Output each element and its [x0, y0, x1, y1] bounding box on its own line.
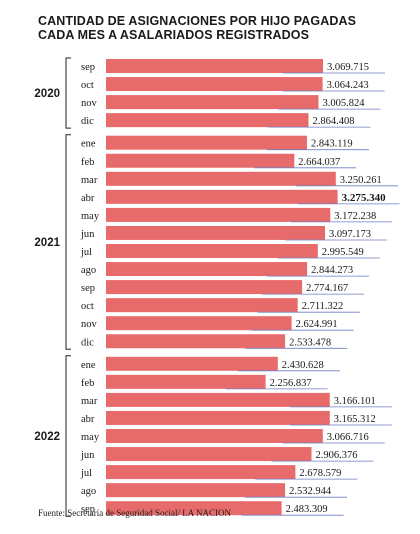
bar-2021-sep	[106, 280, 303, 295]
value-label-2020-oct: 3.064.243	[327, 80, 369, 91]
value-label-2022-ene: 2.430.628	[282, 360, 324, 371]
value-label-2021-ene: 2.843.119	[311, 139, 353, 150]
month-label-2022-feb: feb	[81, 378, 94, 389]
month-label-2021-jun: jun	[80, 229, 95, 240]
bar-2021-jun	[106, 225, 325, 240]
bar-2022-sep	[106, 501, 282, 516]
value-label-2021-sep: 2.774.167	[306, 283, 348, 294]
value-label-2020-nov: 3.005.824	[323, 98, 366, 109]
value-label-2021-dic: 2.533.478	[289, 337, 331, 348]
bar-2021-abr	[106, 189, 338, 204]
month-label-2020-dic: dic	[81, 116, 94, 127]
year-label-2022: 2022	[34, 431, 60, 443]
month-label-2021-ago: ago	[81, 265, 96, 276]
month-label-2021-may: may	[81, 211, 100, 222]
month-label-2020-nov: nov	[81, 98, 98, 109]
value-label-2020-sep: 3.069.715	[327, 62, 369, 73]
bar-2022-abr	[106, 410, 330, 425]
bar-2022-feb	[106, 374, 266, 389]
value-label-2021-may: 3.172.238	[334, 211, 376, 222]
source-note: Fuente: Secretaría de Seguridad Social/ …	[38, 508, 231, 518]
year-label-2020: 2020	[34, 88, 60, 100]
month-label-2020-sep: sep	[81, 62, 95, 73]
chart-title-line-1: CANTIDAD DE ASIGNACIONES POR HIJO PAGADA…	[38, 14, 357, 28]
bar-2022-ene	[106, 356, 278, 371]
value-label-2021-jun: 3.097.173	[329, 229, 371, 240]
value-label-2022-abr: 3.165.312	[334, 414, 376, 425]
value-label-2022-jun: 2.906.376	[316, 450, 358, 461]
month-label-2021-dic: dic	[81, 337, 94, 348]
bar-2022-jun	[106, 447, 312, 462]
bar-2021-jul	[106, 244, 318, 258]
value-label-2022-sep: 2.483.309	[286, 504, 328, 515]
value-label-2022-may: 3.066.716	[327, 432, 369, 443]
month-label-2021-ene: ene	[81, 139, 96, 150]
month-label-2021-nov: nov	[81, 319, 98, 330]
chart-title-line-2: CADA MES A ASALARIADOS REGISTRADOS	[38, 28, 310, 42]
month-label-2021-mar: mar	[81, 175, 98, 186]
month-label-2021-sep: sep	[81, 283, 95, 294]
value-label-2021-jul: 2.995.549	[322, 247, 364, 258]
month-label-2022-jun: jun	[80, 450, 95, 461]
bar-2021-ago	[106, 262, 308, 277]
year-bracket-2022	[65, 355, 71, 517]
value-label-2022-feb: 2.256.837	[270, 378, 312, 389]
bar-2021-ene	[106, 135, 307, 150]
month-label-2022-sep: sep	[81, 504, 95, 515]
value-label-2021-abr: 3.275.340	[342, 192, 387, 204]
bar-2021-feb	[106, 153, 295, 168]
value-label-2021-ago: 2.844.273	[311, 265, 353, 276]
bar-2021-may	[106, 207, 331, 222]
bar-2021-mar	[106, 171, 336, 186]
month-label-2022-may: may	[81, 432, 100, 443]
month-label-2022-jul: jul	[80, 468, 92, 479]
bar-2022-mar	[106, 392, 330, 407]
month-label-2021-oct: oct	[81, 301, 94, 312]
value-label-2022-ago: 2.532.944	[289, 486, 332, 497]
bar-2020-nov	[106, 95, 319, 110]
month-label-2022-mar: mar	[81, 396, 98, 407]
bar-2022-jul	[106, 465, 296, 480]
month-label-2022-abr: abr	[81, 414, 95, 425]
bar-2022-ago	[106, 483, 286, 498]
year-bracket-2021	[65, 134, 71, 350]
value-label-2022-mar: 3.166.101	[334, 396, 376, 407]
month-label-2020-oct: oct	[81, 80, 94, 91]
month-label-2021-jul: jul	[80, 247, 92, 258]
month-label-2021-abr: abr	[81, 193, 95, 204]
value-label-2021-feb: 2.664.037	[298, 157, 340, 168]
bar-2021-oct	[106, 298, 298, 313]
value-label-2020-dic: 2.864.408	[313, 116, 355, 127]
value-label-2021-mar: 3.250.261	[340, 175, 382, 186]
bar-2020-dic	[106, 113, 309, 128]
bar-2020-oct	[106, 77, 323, 92]
chart-title: CANTIDAD DE ASIGNACIONES POR HIJO PAGADA…	[38, 14, 398, 42]
month-label-2022-ene: ene	[81, 360, 96, 371]
month-label-2022-ago: ago	[81, 486, 96, 497]
year-bracket-2020	[65, 57, 71, 129]
value-label-2022-jul: 2.678.579	[299, 468, 341, 479]
month-label-2021-feb: feb	[81, 157, 94, 168]
value-label-2021-nov: 2.624.991	[296, 319, 338, 330]
value-label-2021-oct: 2.711.322	[302, 301, 344, 312]
year-label-2021: 2021	[34, 237, 60, 249]
bar-2020-sep	[106, 59, 323, 73]
bar-2022-may	[106, 429, 323, 443]
bar-2021-nov	[106, 316, 292, 331]
bar-2021-dic	[106, 334, 286, 349]
